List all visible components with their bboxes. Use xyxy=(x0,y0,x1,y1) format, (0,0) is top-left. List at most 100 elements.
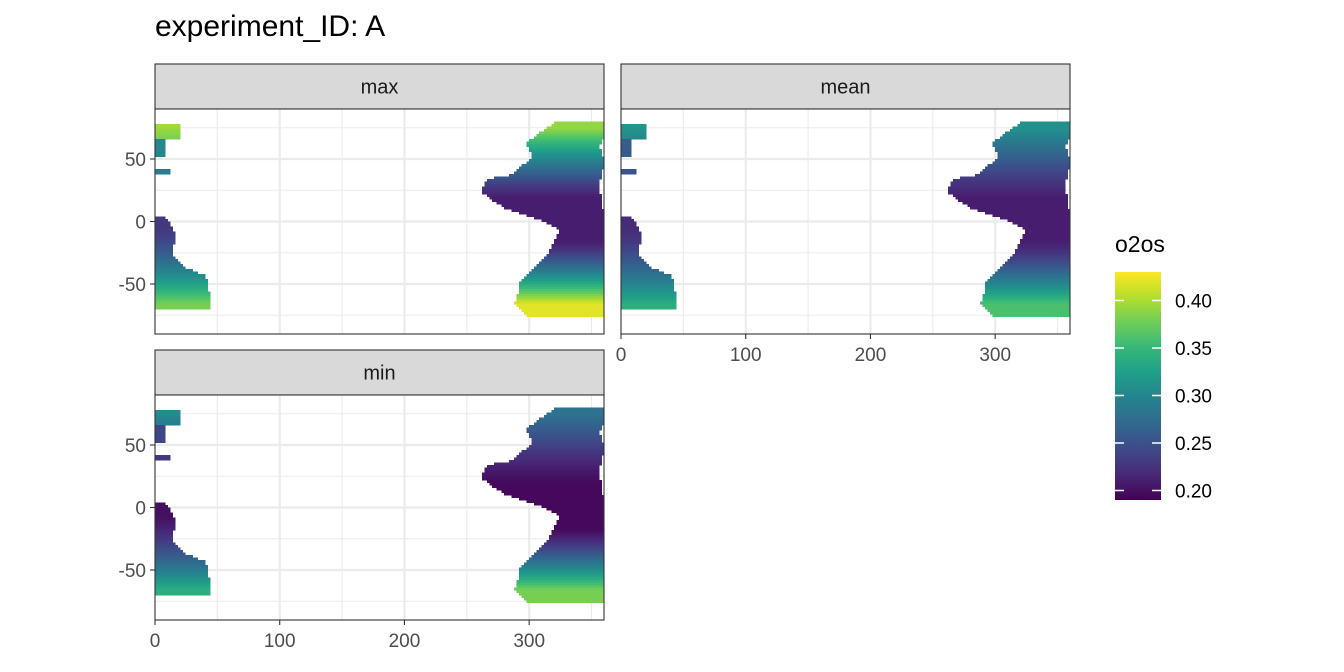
heatmap-cell xyxy=(164,281,168,285)
heatmap-cell xyxy=(162,229,166,232)
heatmap-cell xyxy=(1055,244,1058,247)
heatmap-cell xyxy=(551,224,555,227)
heatmap-cell xyxy=(630,251,634,255)
heatmap-cell xyxy=(977,209,981,212)
heatmap-cell xyxy=(1062,216,1066,220)
heatmap-cell xyxy=(586,146,590,150)
heatmap-cell xyxy=(995,164,999,167)
heatmap-cell xyxy=(164,276,168,280)
heatmap-cell xyxy=(1057,184,1061,187)
heatmap-cell xyxy=(536,289,540,292)
heatmap-cell xyxy=(584,274,587,277)
heatmap-cell xyxy=(967,184,971,187)
heatmap-cell xyxy=(177,279,181,282)
heatmap-cell xyxy=(591,131,595,135)
heatmap-cell xyxy=(169,299,173,302)
heatmap-cell xyxy=(1020,121,1023,125)
heatmap-cell xyxy=(531,146,535,150)
heatmap-cell xyxy=(1015,154,1019,157)
heatmap-cell xyxy=(1010,151,1014,155)
heatmap-cell xyxy=(599,219,602,222)
heatmap-cell xyxy=(546,206,550,210)
heatmap-cell xyxy=(576,209,580,212)
heatmap-cell xyxy=(539,144,543,147)
heatmap-cell xyxy=(157,259,161,262)
heatmap-cell xyxy=(536,284,540,287)
heatmap-cell xyxy=(521,179,525,182)
facet-strip-max xyxy=(154,63,605,110)
heatmap-cell xyxy=(486,186,490,190)
heatmap-cell xyxy=(586,126,590,130)
heatmap-cell xyxy=(172,306,176,310)
heatmap-cell xyxy=(586,261,590,265)
heatmap-cell xyxy=(549,264,553,267)
heatmap-cell xyxy=(586,291,590,295)
heatmap-cell xyxy=(599,269,602,272)
heatmap-cell xyxy=(638,239,642,242)
heatmap-cell xyxy=(157,239,161,242)
heatmap-cell xyxy=(207,306,211,310)
heatmap-cell xyxy=(1047,184,1051,187)
heatmap-cell xyxy=(204,284,208,287)
heatmap-cell xyxy=(596,259,600,262)
heatmap-cell xyxy=(596,171,600,175)
heatmap-cell xyxy=(529,209,533,212)
heatmap-cell xyxy=(995,179,999,182)
heatmap-cell xyxy=(581,171,585,175)
heatmap-cell xyxy=(559,141,562,145)
heatmap-cell xyxy=(1007,206,1011,210)
heatmap-cell xyxy=(574,136,577,140)
heatmap-cell xyxy=(594,164,597,167)
heatmap-cell xyxy=(586,121,590,125)
heatmap-cell xyxy=(589,199,592,202)
heatmap-cell xyxy=(574,131,577,135)
heatmap-cell xyxy=(1020,161,1023,165)
heatmap-cell xyxy=(159,299,163,302)
heatmap-cell xyxy=(574,129,577,132)
heatmap-cell xyxy=(633,261,637,265)
heatmap-cell xyxy=(556,244,560,247)
heatmap-cell xyxy=(1032,221,1036,225)
heatmap-cell xyxy=(1022,166,1026,170)
heatmap-cell xyxy=(569,141,572,145)
heatmap-cell xyxy=(1042,124,1046,127)
heatmap-cell xyxy=(1020,176,1023,180)
heatmap-cell xyxy=(1007,196,1011,200)
heatmap-cell xyxy=(1022,211,1026,215)
heatmap-cell xyxy=(172,296,176,300)
heatmap-cell xyxy=(1062,174,1066,177)
heatmap-cell xyxy=(536,301,540,305)
heatmap-cell xyxy=(584,161,587,165)
heatmap-cell xyxy=(1055,151,1058,155)
heatmap-cell xyxy=(561,191,565,195)
heatmap-cell xyxy=(1002,184,1006,187)
heatmap-cell xyxy=(1030,241,1033,245)
heatmap-cell xyxy=(189,304,193,307)
heatmap-cell xyxy=(519,179,523,182)
heatmap-cell xyxy=(534,139,538,142)
heatmap-cell xyxy=(643,129,647,132)
heatmap-cell xyxy=(162,301,166,305)
heatmap-cell xyxy=(159,239,163,242)
heatmap-cell xyxy=(566,144,570,147)
heatmap-cell xyxy=(491,196,495,200)
heatmap-cell xyxy=(1045,201,1048,205)
heatmap-cell xyxy=(571,311,575,315)
heatmap-cell xyxy=(174,259,178,262)
heatmap-cell xyxy=(599,204,602,207)
heatmap-cell xyxy=(1060,251,1063,255)
heatmap-cell xyxy=(970,201,974,205)
heatmap-cell xyxy=(591,159,595,162)
heatmap-cell xyxy=(596,289,600,292)
heatmap-cell xyxy=(561,154,565,157)
heatmap-cell xyxy=(172,271,176,275)
heatmap-cell xyxy=(1052,246,1056,250)
heatmap-cell xyxy=(1017,144,1021,147)
heatmap-cell xyxy=(566,269,570,272)
heatmap-cell xyxy=(564,246,567,250)
heatmap-cell xyxy=(1002,211,1006,215)
heatmap-cell xyxy=(184,274,188,277)
heatmap-cell xyxy=(524,169,528,172)
heatmap-cell xyxy=(1025,249,1028,252)
heatmap-cell xyxy=(159,144,163,147)
